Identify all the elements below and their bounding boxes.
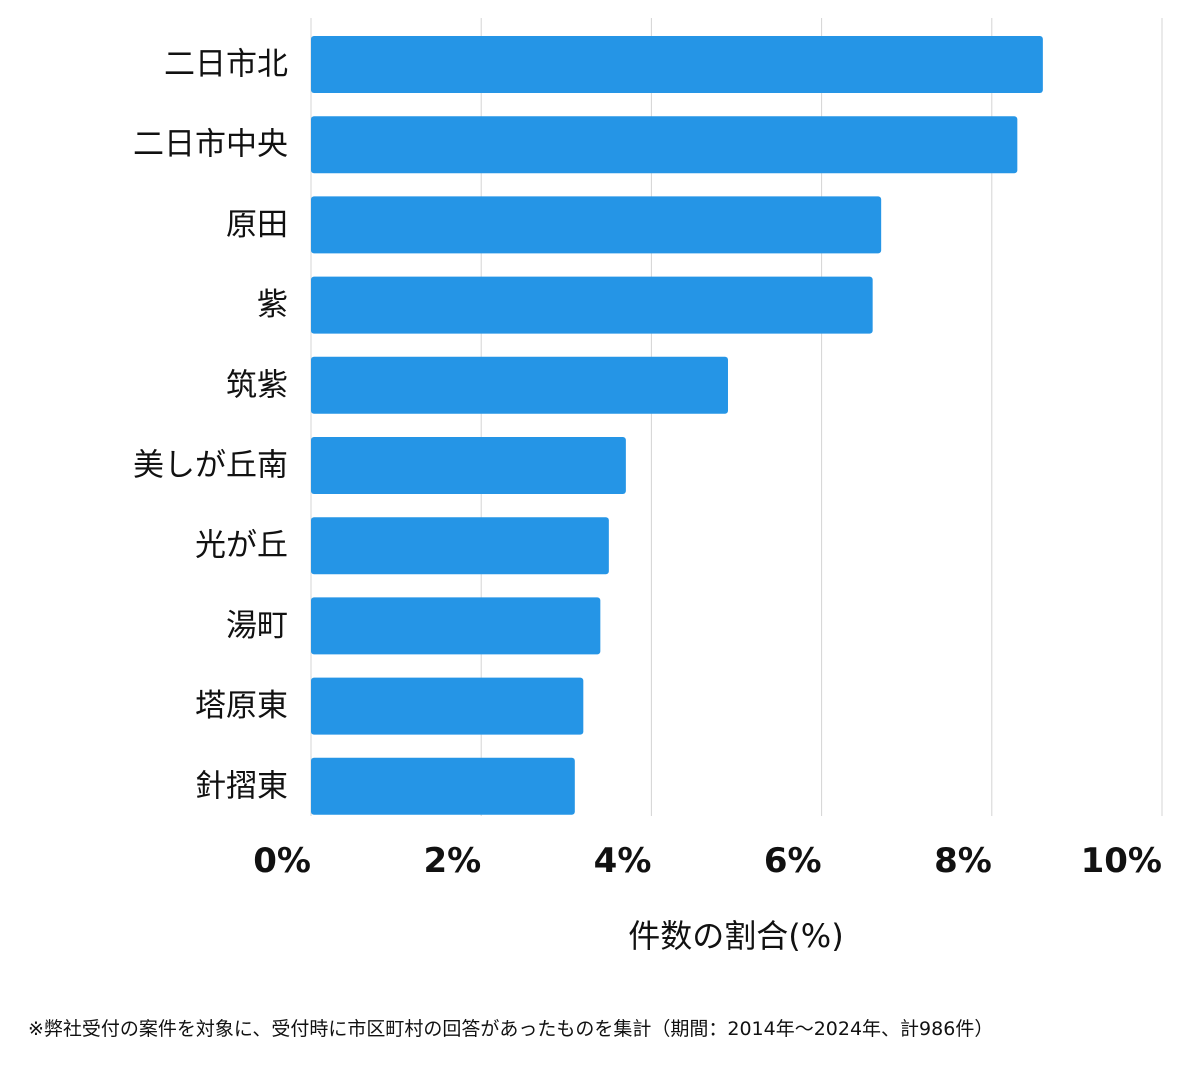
bar-8 bbox=[311, 677, 584, 735]
x-tick-label-2: 4% bbox=[594, 841, 652, 881]
category-label-7: 湯町 bbox=[226, 608, 288, 644]
category-label-3: 紫 bbox=[257, 287, 288, 323]
category-label-4: 筑紫 bbox=[226, 367, 288, 403]
bar-3 bbox=[311, 276, 873, 334]
bar-4 bbox=[311, 356, 728, 414]
category-label-9: 針摺東 bbox=[195, 768, 288, 804]
x-tick-labels: 0% 2% 4% 6% 8% 10% bbox=[253, 841, 1162, 881]
category-label-1: 二日市中央 bbox=[133, 127, 288, 163]
bars bbox=[311, 36, 1043, 815]
category-label-2: 原田 bbox=[226, 207, 288, 243]
x-tick-label-3: 6% bbox=[764, 841, 822, 881]
bar-9 bbox=[311, 757, 575, 815]
x-tick-label-0: 0% bbox=[253, 841, 311, 881]
x-tick-label-4: 8% bbox=[934, 841, 992, 881]
bar-5 bbox=[311, 437, 626, 494]
category-label-0: 二日市北 bbox=[164, 47, 288, 83]
x-tick-label-1: 2% bbox=[423, 841, 481, 881]
x-tick-label-5: 10% bbox=[1081, 841, 1162, 881]
category-label-6: 光が丘 bbox=[195, 528, 288, 564]
footnote: ※弊社受付の案件を対象に、受付時に市区町村の回答があったものを集計（期間：201… bbox=[28, 1018, 994, 1040]
bar-6 bbox=[311, 517, 609, 575]
bar-1 bbox=[311, 116, 1018, 174]
x-axis-title: 件数の割合(%) bbox=[628, 917, 843, 955]
bar-2 bbox=[311, 196, 882, 254]
category-label-8: 塔原東 bbox=[195, 688, 288, 724]
bar-7 bbox=[311, 597, 601, 655]
category-label-5: 美しが丘南 bbox=[133, 448, 288, 484]
bar-0 bbox=[311, 36, 1043, 93]
